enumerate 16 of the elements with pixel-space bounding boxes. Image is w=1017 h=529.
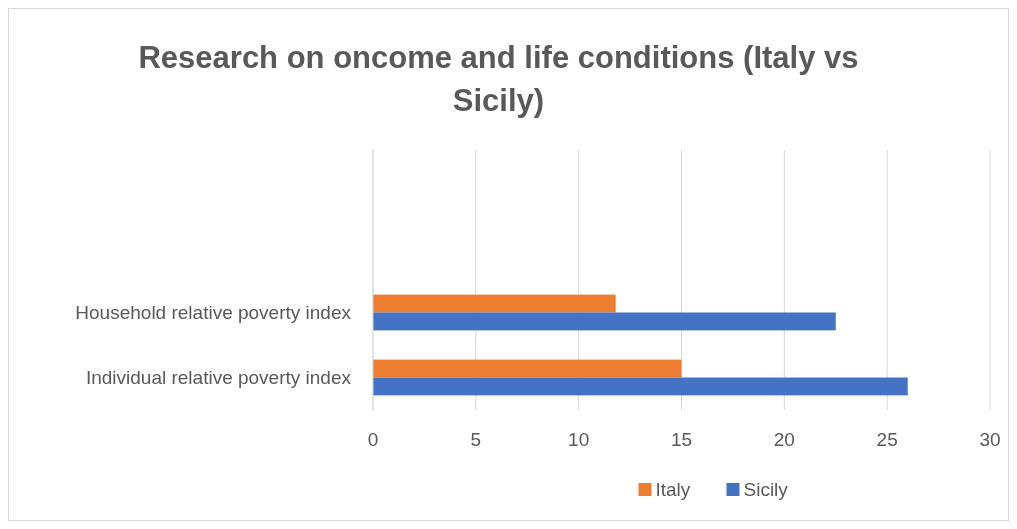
legend-label: Italy bbox=[655, 479, 691, 500]
x-tick-label: 10 bbox=[568, 429, 590, 450]
bar bbox=[373, 359, 682, 378]
x-tick-label: 5 bbox=[470, 429, 482, 450]
bar bbox=[373, 377, 908, 396]
y-tick-label: Individual relative poverty index bbox=[85, 366, 352, 388]
chart-title: Research on oncome and life conditions (Italy vs Sicily) bbox=[138, 40, 859, 118]
x-tick-label: 30 bbox=[979, 429, 1001, 450]
bar bbox=[373, 294, 616, 313]
x-tick-label: 15 bbox=[670, 429, 693, 450]
legend-label: Sicily bbox=[743, 479, 789, 500]
y-tick-label: Household relative poverty index bbox=[75, 301, 352, 323]
x-tick-label: 25 bbox=[876, 429, 898, 450]
bar bbox=[373, 312, 836, 331]
x-tick-label: 20 bbox=[773, 429, 795, 450]
x-tick-label: 0 bbox=[367, 429, 379, 450]
